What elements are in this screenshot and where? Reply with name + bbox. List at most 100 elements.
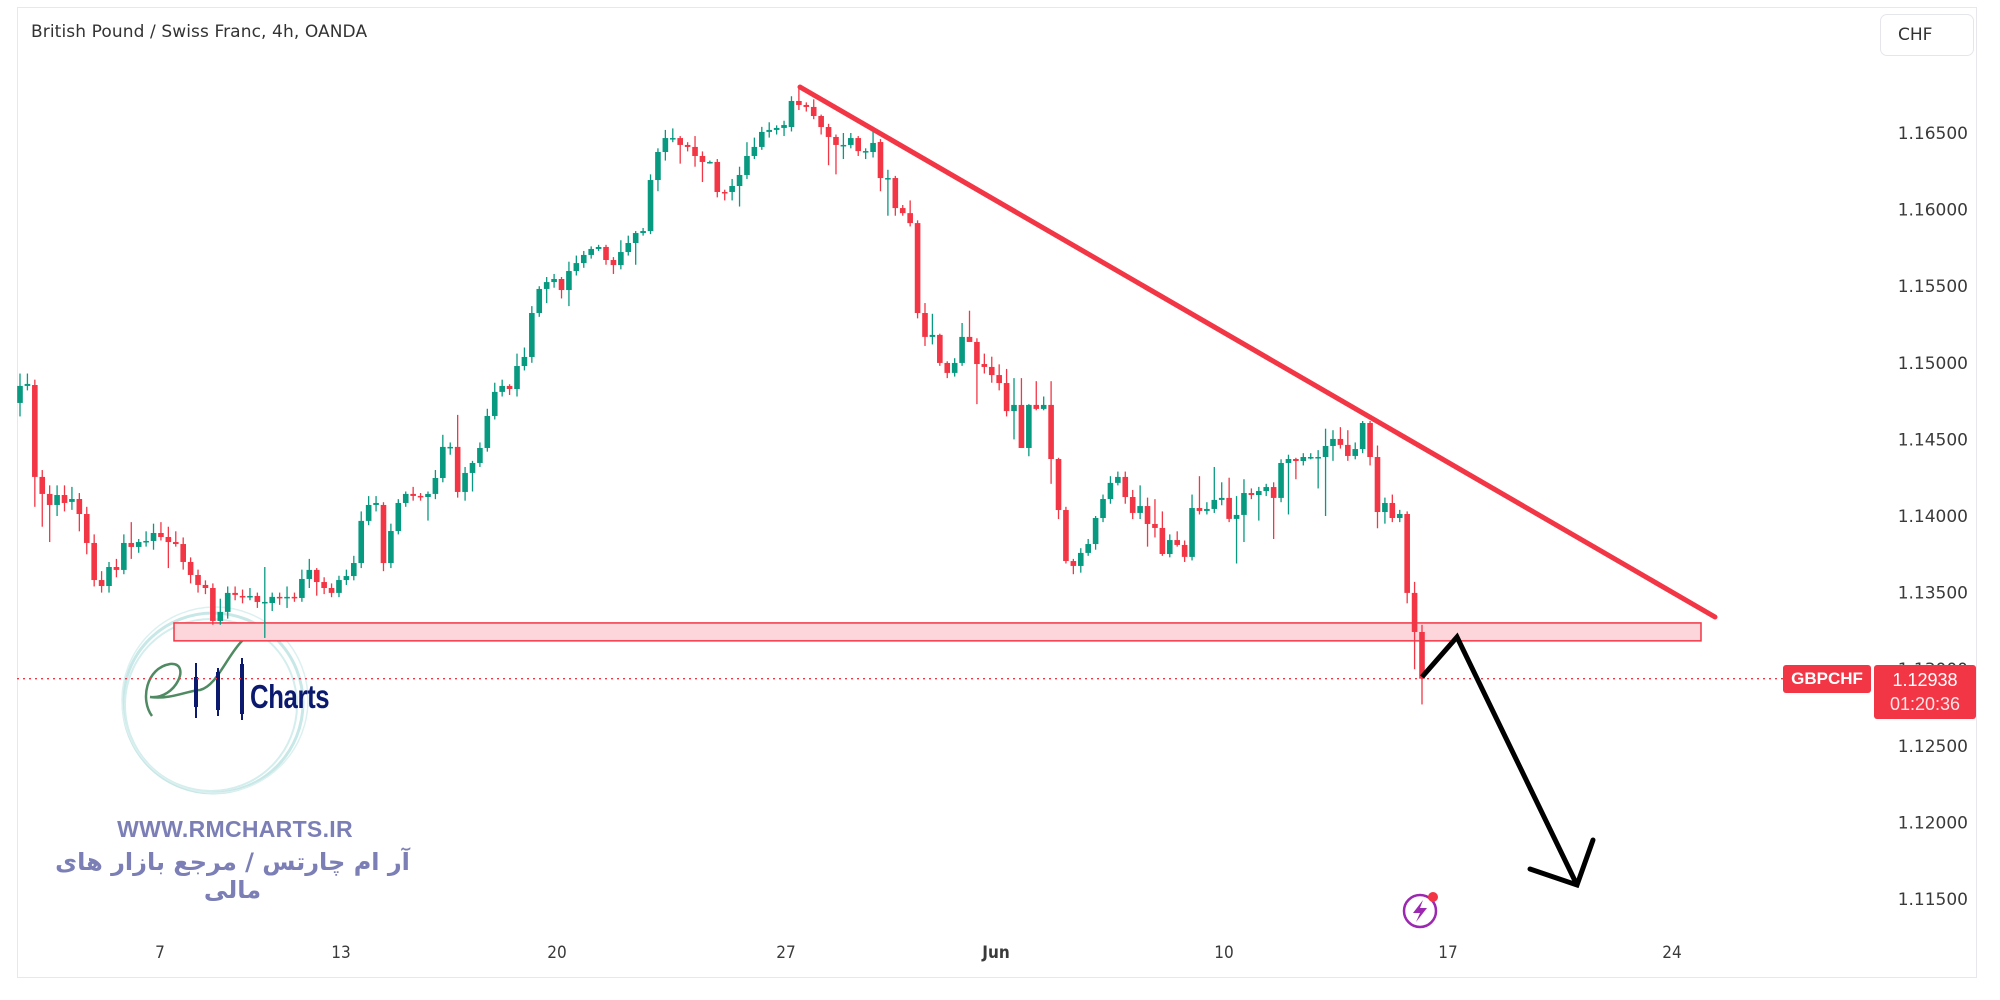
- candle: [536, 286, 543, 317]
- candle: [402, 491, 409, 507]
- candle: [1181, 540, 1188, 562]
- currency-button[interactable]: CHF: [1880, 14, 1974, 56]
- candle: [1003, 368, 1010, 417]
- candle: [1293, 457, 1299, 480]
- candle: [1278, 459, 1284, 503]
- candle: [17, 373, 23, 417]
- time-axis-label: 7: [155, 943, 165, 963]
- candle: [1337, 427, 1344, 449]
- candle: [440, 434, 446, 483]
- lightning-icon[interactable]: [1402, 892, 1438, 929]
- candle: [848, 133, 854, 149]
- candle: [1256, 486, 1262, 521]
- candle: [328, 583, 335, 598]
- candle: [744, 142, 750, 179]
- candle: [966, 310, 973, 342]
- candle: [165, 526, 172, 569]
- candle: [603, 244, 609, 265]
- candle: [395, 499, 402, 535]
- candle: [1330, 430, 1336, 461]
- candle: [150, 523, 157, 550]
- candle: [1063, 506, 1069, 564]
- candle: [239, 589, 246, 604]
- price-axis-label: 1.12000: [1898, 813, 1968, 833]
- candle: [833, 134, 839, 175]
- candle: [1115, 471, 1121, 486]
- candle: [788, 96, 795, 132]
- candle: [944, 361, 951, 379]
- candle: [580, 250, 587, 268]
- candle: [907, 200, 913, 227]
- candle: [1233, 496, 1240, 564]
- candle: [1241, 479, 1247, 543]
- candle: [1174, 531, 1181, 547]
- candle: [862, 148, 869, 160]
- logo-text: Charts: [250, 678, 330, 715]
- candle: [380, 502, 387, 572]
- candle: [187, 557, 194, 584]
- candle: [1419, 624, 1425, 705]
- candle: [1033, 381, 1040, 411]
- candle: [796, 85, 802, 111]
- candle: [1159, 511, 1166, 556]
- candle: [640, 227, 646, 236]
- candle: [1144, 497, 1151, 547]
- candle: [98, 571, 105, 593]
- candle: [462, 466, 468, 501]
- candle: [632, 231, 639, 265]
- candle: [1152, 499, 1158, 538]
- candle: [914, 220, 921, 319]
- candle: [1048, 381, 1054, 484]
- candle: [959, 322, 965, 366]
- candle: [1270, 482, 1277, 539]
- candle: [729, 178, 735, 201]
- candle: [351, 555, 357, 581]
- candle: [566, 261, 572, 307]
- candle: [996, 364, 1002, 391]
- candle: [885, 169, 891, 216]
- candle: [254, 592, 261, 608]
- price-axis-label: 1.16500: [1898, 124, 1968, 144]
- candle: [1026, 404, 1032, 457]
- candle: [1374, 445, 1381, 529]
- candle: [83, 506, 90, 555]
- candle: [855, 136, 862, 156]
- candle: [1300, 453, 1307, 466]
- resistance-trendline[interactable]: [797, 84, 1718, 620]
- candle: [46, 485, 53, 543]
- candle: [1011, 378, 1017, 440]
- candle: [618, 240, 624, 270]
- candle: [1204, 502, 1210, 515]
- candle: [447, 442, 454, 455]
- candle: [892, 175, 899, 216]
- candle: [1285, 454, 1292, 515]
- forecast-arrow[interactable]: [1420, 632, 1580, 887]
- candle: [758, 126, 765, 150]
- support-zone[interactable]: [173, 622, 1702, 642]
- candle: [974, 338, 980, 405]
- candle: [625, 235, 632, 256]
- time-axis-label: 27: [776, 943, 795, 963]
- candle: [24, 373, 31, 391]
- candle: [232, 586, 238, 601]
- watermark-url: WWW.RMCHARTS.IR: [117, 816, 353, 842]
- candle: [877, 139, 884, 192]
- candle: [558, 277, 565, 299]
- candle: [202, 580, 209, 595]
- candle: [358, 511, 365, 569]
- candle: [306, 558, 313, 589]
- candle: [343, 569, 350, 585]
- candle: [818, 114, 824, 135]
- candle: [1129, 489, 1136, 520]
- candle: [1218, 482, 1225, 506]
- candle: [1040, 396, 1047, 411]
- candle: [195, 569, 201, 593]
- candle: [410, 486, 416, 501]
- candle: [54, 485, 60, 516]
- watermark-tagline: آر ام چارتس / مرجع بازار های مالی: [55, 848, 410, 904]
- candle: [766, 122, 773, 138]
- candle: [840, 133, 847, 160]
- candle: [128, 522, 135, 559]
- candle: [158, 522, 164, 541]
